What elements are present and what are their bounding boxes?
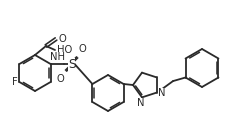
Text: F: F xyxy=(12,77,17,87)
Text: S: S xyxy=(67,57,75,71)
Text: N: N xyxy=(157,88,164,98)
Text: O: O xyxy=(57,74,64,84)
Text: N: N xyxy=(137,98,144,108)
Text: NH: NH xyxy=(49,52,64,62)
Text: O: O xyxy=(78,44,86,54)
Text: O: O xyxy=(59,34,67,44)
Text: HO: HO xyxy=(57,45,72,55)
